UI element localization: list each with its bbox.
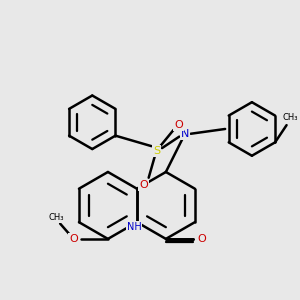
Text: CH₃: CH₃ [49,213,64,222]
Text: O: O [174,120,183,130]
Text: NH: NH [127,222,141,232]
Text: S: S [153,146,160,156]
Text: CH₃: CH₃ [283,113,298,122]
Text: O: O [69,234,78,244]
Text: O: O [140,180,148,190]
Text: N: N [181,129,189,139]
Text: O: O [198,234,207,244]
